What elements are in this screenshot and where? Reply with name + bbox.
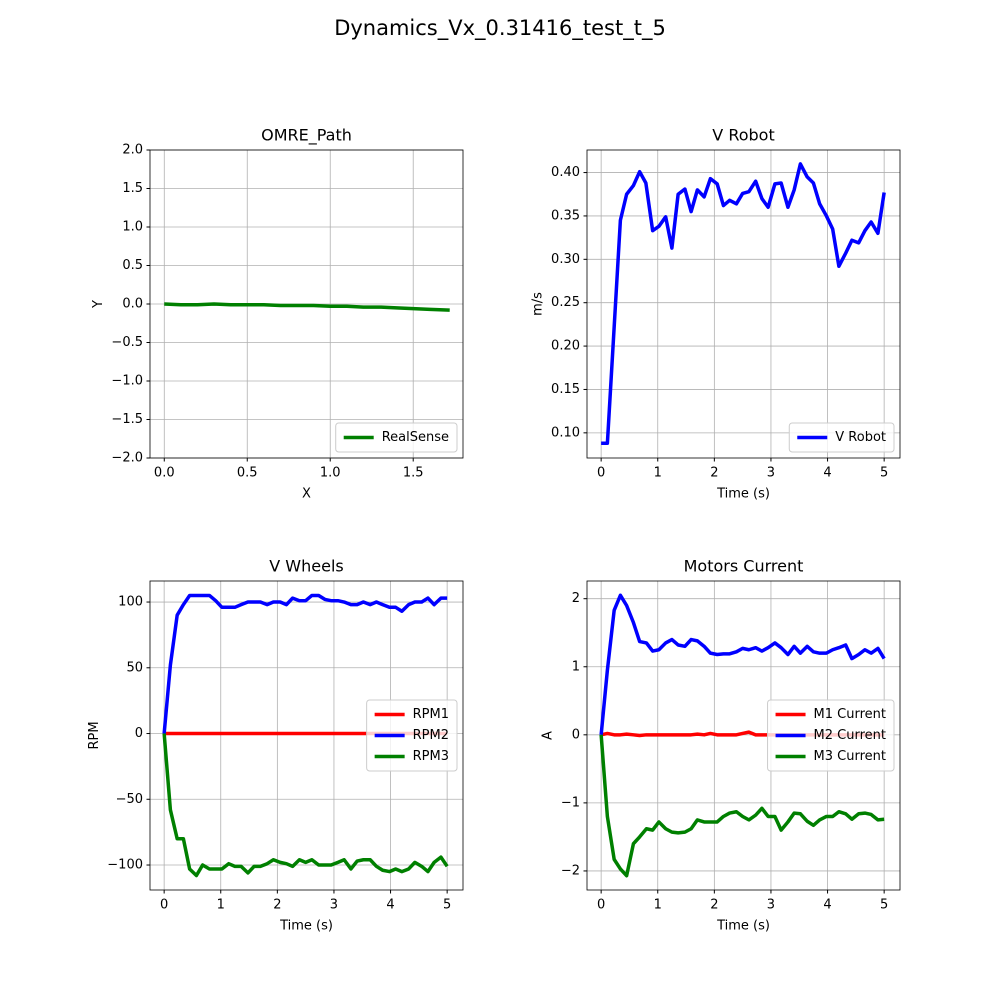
subplot: 0 1 2 3 4 5 −2 −1 0 1 2 Motors Current Time (s) A M1 C…	[540, 557, 901, 934]
x-tick-label: 2	[273, 898, 281, 913]
y-tick-label: 50	[126, 660, 143, 675]
data-line	[162, 733, 449, 878]
legend-label: M1 Current	[814, 707, 886, 722]
legend-label: V Robot	[835, 430, 886, 445]
x-axis-label: Time (s)	[279, 919, 333, 934]
legend: RPM1 RPM2 RPM3	[366, 699, 458, 772]
x-tick-label: 2	[710, 466, 718, 481]
y-tick-label: 100	[118, 595, 143, 610]
x-tick-label: 1.0	[320, 466, 341, 481]
legend-label: RealSense	[382, 430, 449, 445]
y-tick-label: −2	[561, 863, 580, 878]
subplot-title: OMRE_Path	[261, 126, 352, 146]
y-tick-label: −1	[561, 795, 580, 810]
y-tick-label: 0.40	[551, 165, 580, 180]
y-tick-label: 0	[572, 727, 580, 742]
y-tick-label: 1.5	[122, 181, 143, 196]
legend-frame	[335, 422, 458, 453]
axes-frame	[586, 149, 901, 459]
legend-frame	[366, 699, 458, 772]
x-tick-label: 0.0	[154, 466, 175, 481]
legend-label: M2 Current	[814, 728, 886, 743]
x-tick-label: 4	[823, 898, 831, 913]
y-tick-label: 0	[135, 726, 143, 741]
legend: V Robot	[788, 422, 895, 453]
y-tick-label: 0.30	[551, 252, 580, 267]
legend-frame	[767, 699, 895, 772]
legend-label: RPM3	[413, 749, 449, 764]
y-tick-label: 0.25	[551, 295, 580, 310]
x-tick-label: 4	[823, 466, 831, 481]
legend: RealSense	[335, 422, 458, 453]
y-tick-label: 0.10	[551, 425, 580, 440]
legend-label: RPM2	[413, 728, 449, 743]
y-tick-label: −2.0	[111, 451, 143, 466]
data-line	[164, 302, 450, 312]
subplot: 0 1 2 3 4 5 −100 −50 0 50 100 V Wheels Time (s) RPM RP…	[87, 557, 464, 934]
x-tick-label: 1.5	[403, 466, 424, 481]
y-tick-label: 0.0	[122, 297, 143, 312]
y-tick-label: −1.5	[111, 412, 143, 427]
data-line	[599, 593, 886, 735]
legend-frame	[788, 422, 895, 453]
y-tick-label: 1.0	[122, 220, 143, 235]
plot-area	[601, 162, 886, 445]
y-tick-label: 0.5	[122, 258, 143, 273]
y-tick-label: 0.20	[551, 339, 580, 354]
x-tick-label: 5	[880, 466, 888, 481]
subplot-title: V Robot	[712, 126, 774, 145]
y-tick-label: 2	[572, 591, 580, 606]
x-tick-label: 1	[217, 898, 225, 913]
x-tick-label: 0	[160, 898, 168, 913]
x-tick-label: 2	[710, 898, 718, 913]
y-axis-label: RPM	[87, 721, 102, 749]
x-tick-label: 0.5	[237, 466, 258, 481]
x-tick-label: 5	[880, 898, 888, 913]
x-tick-label: 3	[330, 898, 338, 913]
y-tick-label: 2.0	[122, 143, 143, 158]
y-axis-label: m/s	[531, 292, 546, 316]
figure-title: Dynamics_Vx_0.31416_test_t_5	[334, 16, 666, 41]
y-tick-label: 1	[572, 659, 580, 674]
axes-frame	[149, 580, 464, 891]
y-tick-label: −100	[107, 858, 143, 873]
y-axis-label: Y	[91, 300, 106, 309]
legend-label: RPM1	[413, 707, 449, 722]
subplot-title: V Wheels	[269, 557, 343, 576]
data-line	[162, 593, 448, 734]
subplot: 0.0 0.5 1.0 1.5 −2.0 −1.5 −1.0 −0.5 0.0 0.5 1.0 1.5…	[91, 126, 464, 502]
data-line	[599, 734, 885, 878]
plot-area	[164, 302, 450, 312]
x-axis-label: Time (s)	[716, 919, 770, 934]
axes-frame	[149, 149, 464, 459]
y-axis-label: A	[540, 731, 555, 740]
x-tick-label: 0	[597, 466, 605, 481]
y-tick-label: 0.35	[551, 208, 580, 223]
y-tick-label: 0.15	[551, 382, 580, 397]
x-tick-label: 3	[767, 466, 775, 481]
x-tick-label: 1	[654, 898, 662, 913]
axes-frame	[586, 580, 901, 891]
x-tick-label: 3	[767, 898, 775, 913]
subplot: 0 1 2 3 4 5 0.10 0.15 0.20 0.25 0.30 0.35 0.40 V Robo…	[531, 126, 901, 502]
legend-label: M3 Current	[814, 749, 886, 764]
x-tick-label: 4	[386, 898, 394, 913]
legend: M1 Current M2 Current M3 Current	[767, 699, 895, 772]
subplot-title: Motors Current	[684, 557, 804, 576]
x-axis-label: Time (s)	[716, 487, 770, 502]
x-axis-label: X	[302, 487, 311, 502]
x-tick-label: 5	[443, 898, 451, 913]
x-tick-label: 0	[597, 898, 605, 913]
y-tick-label: −0.5	[111, 335, 143, 350]
y-tick-label: −50	[116, 792, 143, 807]
x-tick-label: 1	[654, 466, 662, 481]
data-line	[601, 162, 886, 445]
y-tick-label: −1.0	[111, 374, 143, 389]
